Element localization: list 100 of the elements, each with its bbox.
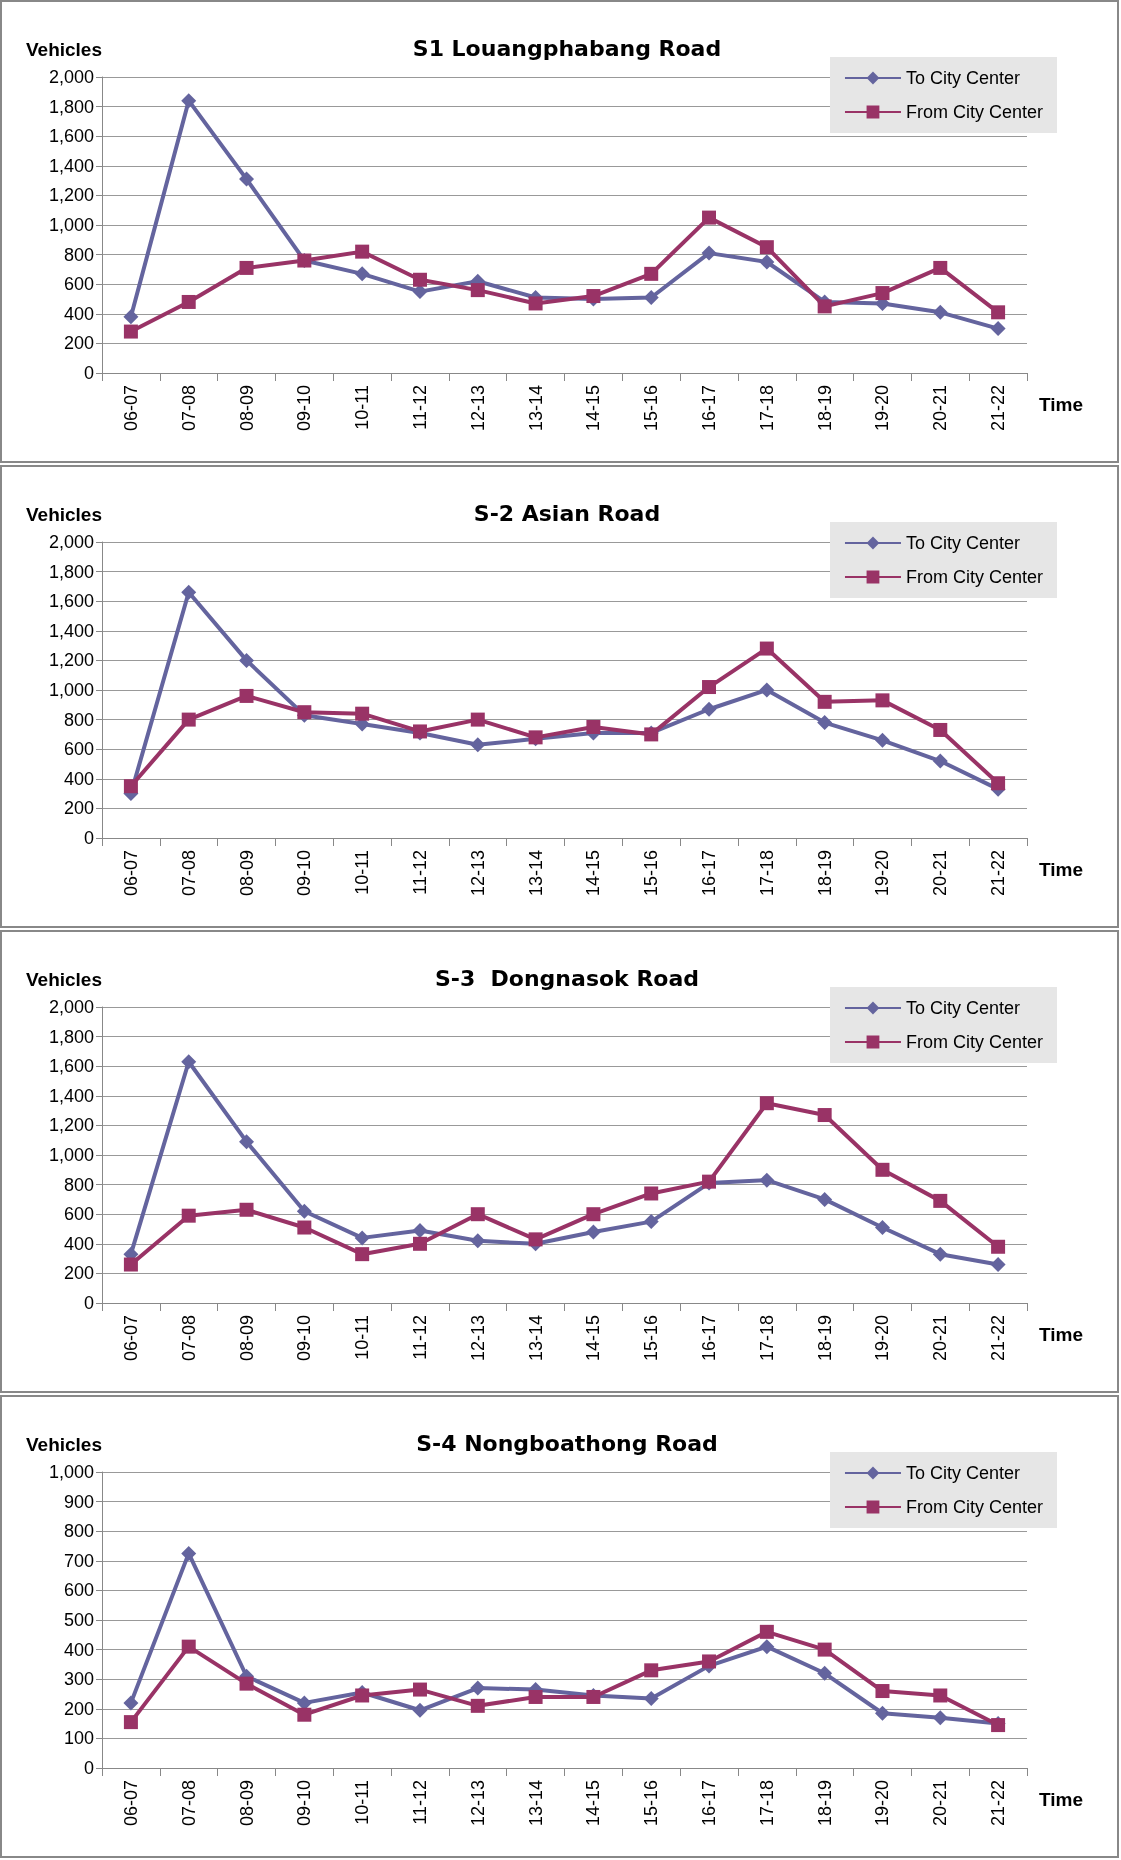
y-tick-label: 600 <box>63 1204 94 1225</box>
point <box>875 1684 890 1699</box>
x-tick-label: 17-18 <box>756 1780 777 1827</box>
x-tick-label: 13-14 <box>525 1315 546 1362</box>
point <box>181 294 196 309</box>
y-tick-label: 700 <box>63 1550 94 1571</box>
y-axis-title: Vehicles <box>25 504 102 525</box>
point <box>412 272 427 287</box>
point <box>874 732 890 748</box>
point <box>933 1688 948 1703</box>
point <box>759 254 775 270</box>
point <box>990 1257 1006 1273</box>
x-tick-label: 14-15 <box>583 1780 604 1827</box>
x-tick-label: 12-13 <box>467 850 488 897</box>
x-tick-label: 08-09 <box>236 1780 257 1827</box>
x-tick-label: 18-19 <box>814 385 835 432</box>
y-tick-label: 2,000 <box>48 67 94 87</box>
y-tick-label: 200 <box>63 333 94 354</box>
y-tick-label: 300 <box>63 1669 94 1690</box>
x-tick-label: 07-08 <box>178 1315 199 1362</box>
y-tick-label: 1,600 <box>48 591 94 612</box>
y-tick-label: 900 <box>63 1491 94 1512</box>
point <box>702 1654 717 1669</box>
point <box>181 93 197 109</box>
x-tick-label: 12-13 <box>467 1780 488 1827</box>
x-tick-label: 13-14 <box>525 385 546 432</box>
y-tick-label: 1,800 <box>48 96 94 117</box>
x-tick-label: 08-09 <box>236 385 257 432</box>
y-tick-label: 1,800 <box>48 561 94 582</box>
x-tick-label: 11-12 <box>409 1315 430 1360</box>
x-tick-label: 06-07 <box>120 1315 141 1362</box>
y-tick-label: 600 <box>63 739 94 760</box>
point <box>585 1224 601 1240</box>
point <box>470 1233 486 1249</box>
legend-label: From City Center <box>905 102 1044 122</box>
point <box>239 1676 254 1691</box>
x-tick-label: 11-12 <box>409 1780 430 1825</box>
point <box>817 1665 833 1681</box>
x-tick-label: 11-12 <box>409 385 430 430</box>
point <box>702 210 717 225</box>
y-tick-label: 800 <box>63 1174 94 1195</box>
point <box>412 284 428 300</box>
y-tick-label: 1,800 <box>48 1026 94 1047</box>
point <box>239 688 254 703</box>
point <box>875 286 890 301</box>
point <box>932 304 948 320</box>
point <box>586 720 601 734</box>
point <box>701 701 717 717</box>
point <box>528 1689 543 1704</box>
x-tick-label: 06-07 <box>120 385 141 432</box>
point <box>643 1214 659 1230</box>
point <box>932 753 948 769</box>
x-tick-label: 21-22 <box>988 1780 1009 1827</box>
x-tick-label: 10-11 <box>352 1315 373 1360</box>
x-tick-label: 11-12 <box>409 850 430 895</box>
x-tick-label: 13-14 <box>525 850 546 897</box>
point <box>123 1695 139 1711</box>
point <box>528 1232 543 1247</box>
point <box>933 260 948 275</box>
chart-title: S-3 Dongnasok Road <box>434 965 700 991</box>
y-tick-label: 500 <box>63 1610 94 1630</box>
point <box>759 641 774 656</box>
y-axis-title: Vehicles <box>25 1434 102 1455</box>
point <box>817 1642 832 1657</box>
legend-label: To City Center <box>905 68 1021 88</box>
point <box>759 1639 775 1655</box>
point <box>990 321 1006 337</box>
x-tick-label: 12-13 <box>467 385 488 432</box>
point <box>759 1624 774 1639</box>
x-tick-label: 09-10 <box>294 1780 315 1827</box>
x-tick-label: 20-21 <box>930 1780 951 1827</box>
y-tick-label: 200 <box>63 1263 94 1284</box>
y-tick-label: 1,000 <box>48 215 94 235</box>
y-tick-label: 800 <box>63 709 94 730</box>
point <box>239 171 255 187</box>
y-tick-label: 800 <box>63 1521 94 1542</box>
y-tick-label: 800 <box>63 244 94 265</box>
point <box>817 715 833 731</box>
x-tick-label: 09-10 <box>294 850 315 897</box>
y-tick-label: 0 <box>83 1758 94 1778</box>
y-tick-label: 2,000 <box>48 532 94 552</box>
point <box>759 682 775 698</box>
point <box>586 1207 601 1222</box>
x-tick-label: 16-17 <box>699 1315 720 1362</box>
point <box>239 1134 255 1150</box>
y-tick-label: 0 <box>83 1293 94 1313</box>
point <box>181 584 197 600</box>
point <box>528 296 543 311</box>
x-axis-title: Time <box>1039 1789 1084 1810</box>
point <box>297 1220 312 1235</box>
point <box>644 1186 659 1201</box>
point <box>354 266 370 282</box>
x-tick-label: 14-15 <box>583 385 604 432</box>
point <box>759 1096 774 1111</box>
y-tick-label: 400 <box>63 1639 94 1660</box>
y-tick-label: 400 <box>63 303 94 324</box>
point <box>123 779 138 794</box>
x-tick-label: 15-16 <box>641 1315 662 1362</box>
x-tick-label: 07-08 <box>178 385 199 432</box>
legend-label: To City Center <box>905 533 1021 553</box>
